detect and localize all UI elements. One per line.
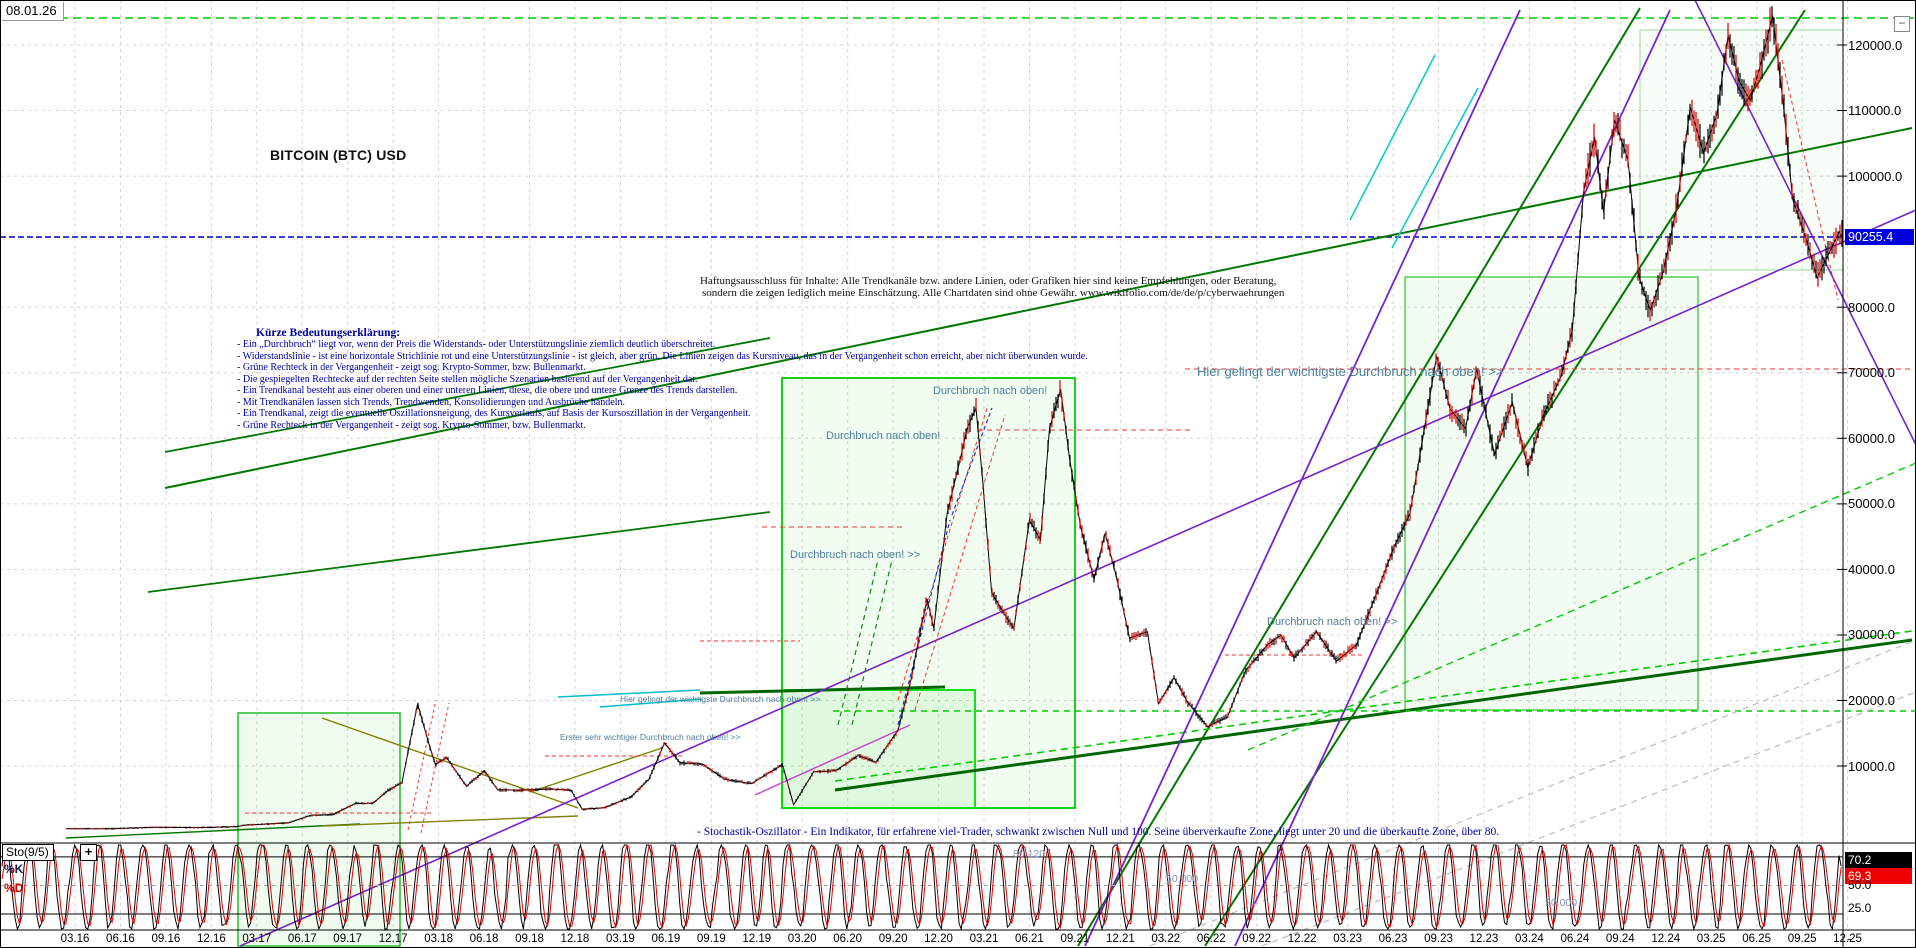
legend-item-2: - Widerstandslinie - ist eine horizontal… bbox=[237, 350, 1088, 362]
breakout-annotation-7: Erster sehr wichtiger Durchbruch nach ob… bbox=[560, 732, 741, 742]
price-axis-label-20000: 20000.0 bbox=[1848, 693, 1895, 708]
legend-item-8: - Grüne Rechteck in der Vergangenheit - … bbox=[237, 419, 586, 431]
time-axis-label-03-24: 03.24 bbox=[1515, 933, 1544, 945]
stochastic-level-label-2: 50.000 bbox=[1166, 873, 1199, 885]
stochastic-level-label-1: 80.120 bbox=[1013, 848, 1046, 860]
time-axis-label-03-18: 03.18 bbox=[424, 933, 453, 945]
price-axis-label-80000: 80000.0 bbox=[1848, 299, 1895, 315]
time-axis-label-12-25: 12.25 bbox=[1833, 933, 1862, 945]
stochastic-mid-tick: 50.0 bbox=[1848, 878, 1872, 892]
collapse-chart-button[interactable]: − bbox=[1894, 16, 1910, 32]
time-axis-label-12-23: 12.23 bbox=[1469, 933, 1499, 945]
legend-item-6: - Mit Trendkanälen lassen sich Trends, T… bbox=[237, 396, 626, 408]
stochastic-k-label: %K bbox=[4, 862, 24, 876]
time-axis-label-06-17: 06.17 bbox=[287, 933, 317, 945]
time-axis-label-06-19: 06.19 bbox=[651, 933, 681, 945]
stochastic-d-label: %D bbox=[4, 881, 24, 895]
time-axis-label-03-21: 03.21 bbox=[969, 933, 999, 945]
price-axis-label-110000: 110000.0 bbox=[1848, 103, 1902, 119]
disclaimer-line-2: sondern die zeigen lediglich meine Einsc… bbox=[702, 287, 1285, 299]
time-axis-label-03-20: 03.20 bbox=[787, 933, 817, 945]
legend-item-3: - Grüne Rechteck in der Vergangenheit - … bbox=[237, 362, 586, 373]
time-axis-label-09-17: 09.17 bbox=[333, 933, 363, 945]
time-axis-label-09-19: 09.19 bbox=[696, 933, 726, 945]
price-axis-label-30000: 30000.0 bbox=[1848, 627, 1895, 643]
time-axis-label-12-17: 12.17 bbox=[378, 933, 408, 945]
time-axis-label-09-23: 09.23 bbox=[1424, 933, 1453, 945]
time-axis-label-06-21: 06.21 bbox=[1015, 933, 1044, 945]
time-axis-label-09-21: 09.21 bbox=[1060, 933, 1090, 945]
time-axis-label-06-23: 06.23 bbox=[1378, 933, 1408, 945]
price-axis-label-10000: 10000.0 bbox=[1848, 758, 1895, 774]
price-axis-label-40000: 40000.0 bbox=[1848, 561, 1895, 577]
stochastic-low-tick: 25.0 bbox=[1848, 901, 1872, 915]
time-axis-label-12-19: 12.19 bbox=[742, 933, 772, 945]
legend-heading: Kürze Bedeutungserklärung: bbox=[256, 327, 401, 339]
time-axis-label-12-18: 12.18 bbox=[560, 933, 590, 945]
stochastic-add-button[interactable]: + bbox=[80, 844, 97, 861]
chart-date: 08.01.26 bbox=[2, 2, 64, 21]
collapse-axis-button[interactable]: - bbox=[1847, 931, 1852, 946]
legend-item-4: - Die gespiegelten Rechtecke auf der rec… bbox=[237, 373, 698, 385]
price-axis-label-100000: 100000.0 bbox=[1848, 168, 1903, 184]
time-axis-label-03-17: 03.17 bbox=[242, 933, 272, 945]
time-axis-label-03-19: 03.19 bbox=[606, 933, 635, 945]
time-axis-label-06-18: 06.18 bbox=[469, 933, 499, 945]
time-axis-label-09-24: 09.24 bbox=[1605, 933, 1635, 945]
time-axis-label-03-23: 03.23 bbox=[1333, 933, 1362, 945]
price-axis-label-60000: 60000.0 bbox=[1848, 430, 1895, 446]
time-axis-label-06-22: 06.22 bbox=[1196, 933, 1226, 945]
time-axis-label-06-16: 06.16 bbox=[106, 933, 135, 945]
disclaimer-line-1: Haftungsausschluss für Inhalte: Alle Tre… bbox=[700, 275, 1277, 287]
breakout-annotation-3: Durchbruch nach oben! >> bbox=[790, 549, 921, 561]
time-axis-label-06-24: 06.24 bbox=[1560, 933, 1590, 945]
breakout-annotation-5: Durchbruch nach oben! >> bbox=[1267, 616, 1398, 628]
stochastic-level-label-3: 20.000 bbox=[1545, 897, 1578, 909]
time-axis-label-12-22: 12.22 bbox=[1287, 933, 1317, 945]
price-axis-label-70000: 70000.0 bbox=[1848, 365, 1895, 381]
time-axis-label-12-24: 12.24 bbox=[1651, 933, 1681, 945]
time-axis-label-03-22: 03.22 bbox=[1151, 933, 1181, 945]
chart-title: BITCOIN (BTC) USD bbox=[270, 147, 407, 163]
breakout-annotation-1: Durchbruch nach oben! bbox=[933, 385, 1048, 397]
time-axis-label-09-22: 09.22 bbox=[1242, 933, 1272, 945]
stochastic-d-value-tag: 69.3 bbox=[1845, 868, 1912, 884]
time-axis-label-06-25: 06.25 bbox=[1742, 933, 1772, 945]
time-axis-label-09-25: 09.25 bbox=[1787, 933, 1817, 945]
price-axis-label-50000: 50000.0 bbox=[1848, 496, 1895, 512]
time-axis-label-12-16: 12.16 bbox=[196, 933, 226, 945]
time-axis-label-12-20: 12.20 bbox=[924, 933, 953, 945]
time-axis-label-12-21: 12.21 bbox=[1105, 933, 1135, 945]
time-axis-label-09-16: 09.16 bbox=[151, 933, 181, 945]
time-axis-label-06-20: 06.20 bbox=[833, 933, 863, 945]
breakout-annotation-4: Hier gelingt der wichtigste Durchbruch n… bbox=[1197, 364, 1504, 379]
legend-item-5: - Ein Trendkanal besteht aus einer obere… bbox=[237, 385, 738, 396]
time-axis-label-09-20: 09.20 bbox=[878, 933, 908, 945]
current-price-tag: 90255.4 bbox=[1845, 229, 1914, 245]
stochastic-note: - Stochastik-Oszillator - Ein Indikator,… bbox=[697, 826, 1500, 838]
breakout-annotation-2: Durchbruch nach oben! bbox=[826, 430, 941, 442]
legend-item-7: - Ein Trendkanal, zeigt die eventuelle O… bbox=[237, 408, 751, 419]
stochastic-indicator-label[interactable]: Sto(9/5) bbox=[2, 844, 54, 861]
breakout-annotation-6: Hier gelingt der wichtigste Durchbruch n… bbox=[620, 694, 821, 704]
time-axis-label-09-18: 09.18 bbox=[515, 933, 544, 945]
price-axis-label-120000: 120000.0 bbox=[1848, 37, 1903, 53]
time-axis-label-03-16: 03.16 bbox=[60, 933, 90, 945]
time-axis-label-03-25: 03.25 bbox=[1696, 933, 1726, 945]
stochastic-k-value-tag: 70.2 bbox=[1845, 852, 1912, 868]
legend-item-1: - Ein „Durchbruch“ liegt vor, wenn der P… bbox=[237, 339, 716, 350]
